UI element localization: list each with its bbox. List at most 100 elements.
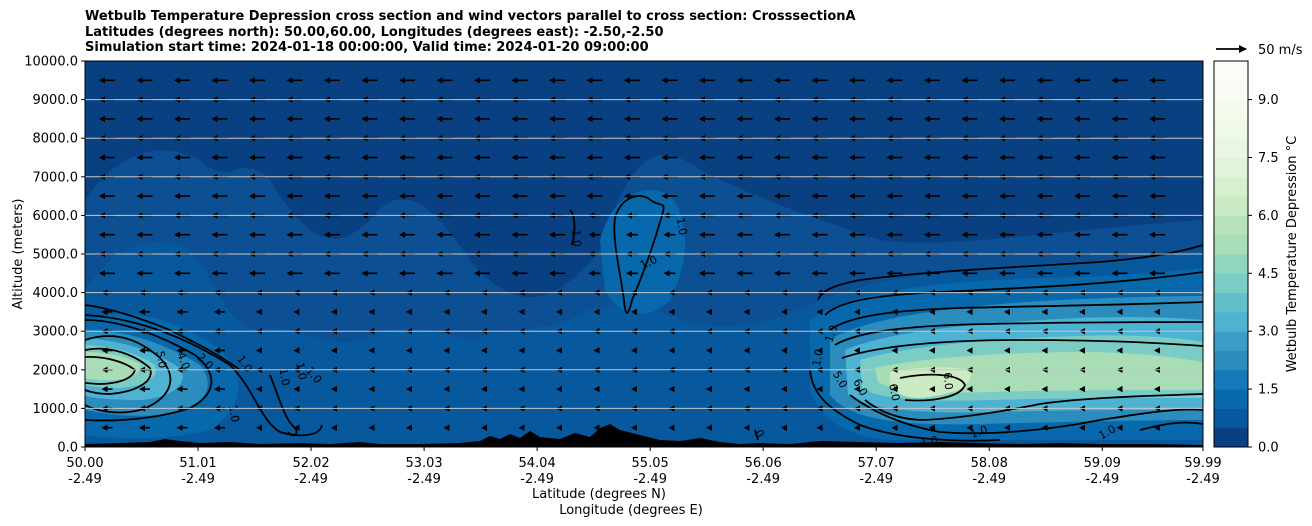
wind-arrow-icon bbox=[549, 115, 565, 123]
x-tick-label-lon: -2.49 bbox=[1085, 472, 1119, 487]
wind-arrow-icon bbox=[256, 443, 262, 447]
x-tick-label-lat: 56.06 bbox=[745, 456, 782, 471]
chart-title: Wetbulb Temperature Depression cross sec… bbox=[85, 9, 856, 56]
wind-arrow-icon bbox=[549, 192, 565, 200]
x-tick-label-lat: 51.01 bbox=[179, 456, 216, 471]
wind-arrow-icon bbox=[736, 115, 753, 123]
wind-arrow-icon bbox=[481, 347, 487, 354]
wind-arrow-icon bbox=[593, 308, 600, 316]
wind-arrow-icon bbox=[406, 385, 412, 393]
wind-arrow-icon bbox=[891, 385, 898, 393]
wind-arrow-icon bbox=[663, 231, 676, 238]
wind-arrow-icon bbox=[139, 308, 150, 316]
wind-arrow-icon bbox=[399, 115, 415, 123]
wind-arrow-icon bbox=[854, 308, 860, 316]
wind-arrow-icon bbox=[256, 424, 262, 431]
wind-arrow-icon bbox=[966, 443, 973, 447]
wind-arrow-icon bbox=[511, 270, 528, 277]
wind-arrow-icon bbox=[1004, 347, 1010, 354]
wind-arrow-icon bbox=[211, 270, 228, 277]
colorbar-swatch bbox=[1214, 427, 1248, 448]
wind-arrow-icon bbox=[929, 424, 935, 431]
colorbar-swatch bbox=[1214, 273, 1248, 294]
wind-arrow-icon bbox=[999, 270, 1015, 277]
wind-arrow-icon bbox=[854, 443, 860, 447]
wind-arrow-icon bbox=[1116, 308, 1123, 316]
colorbar-swatch bbox=[1214, 99, 1248, 120]
wind-arrow-icon bbox=[211, 115, 228, 123]
y-tick-label: 7000.0 bbox=[33, 170, 79, 185]
wind-arrow-icon bbox=[436, 270, 453, 277]
wind-arrow-icon bbox=[854, 385, 860, 393]
wind-arrow-icon bbox=[1004, 308, 1010, 316]
colorbar-tick-label: 9.0 bbox=[1258, 93, 1279, 108]
wind-arrow-icon bbox=[139, 385, 150, 393]
contour-line bbox=[817, 244, 1203, 301]
colorbar-swatch bbox=[1214, 234, 1248, 255]
wind-arrow-icon bbox=[1111, 154, 1128, 161]
wind-arrow-icon bbox=[668, 308, 675, 316]
colorbar-swatch bbox=[1214, 176, 1248, 197]
wind-arrow-icon bbox=[136, 115, 153, 123]
wind-arrow-icon bbox=[1036, 154, 1053, 161]
colorbar-swatch bbox=[1214, 215, 1248, 236]
wind-arrow-icon bbox=[174, 154, 190, 161]
y-tick-label: 2000.0 bbox=[33, 363, 79, 378]
wind-arrow-icon bbox=[1041, 424, 1048, 431]
wind-arrow-icon bbox=[816, 308, 823, 316]
wind-arrow-icon bbox=[214, 347, 225, 354]
wind-arrow-icon bbox=[1079, 443, 1085, 447]
wind-arrow-icon bbox=[999, 154, 1015, 161]
wind-arrow-icon bbox=[549, 231, 565, 238]
wind-arrow-icon bbox=[256, 385, 262, 393]
wind-arrow-icon bbox=[436, 231, 453, 238]
wind-arrow-icon bbox=[324, 154, 340, 161]
wind-arrow-icon bbox=[781, 443, 787, 447]
wind-arrow-icon bbox=[1041, 385, 1048, 393]
wind-arrow-icon bbox=[474, 115, 490, 123]
wind-arrow-icon bbox=[1036, 192, 1053, 200]
wind-arrow-icon bbox=[399, 154, 415, 161]
wind-arrow-icon bbox=[324, 231, 340, 238]
wind-arrow-icon bbox=[631, 443, 637, 447]
contour-line bbox=[841, 339, 1203, 359]
wind-arrow-icon bbox=[586, 154, 603, 161]
wind-arrow-icon bbox=[668, 347, 675, 354]
title-line-1: Wetbulb Temperature Depression cross sec… bbox=[85, 9, 856, 24]
wind-arrow-icon bbox=[668, 424, 675, 431]
wind-arrow-icon bbox=[368, 347, 375, 354]
wind-arrow-icon bbox=[174, 192, 190, 200]
wind-arrow-icon bbox=[1116, 385, 1123, 393]
colorbar-tick-label: 3.0 bbox=[1258, 325, 1279, 340]
wind-arrow-icon bbox=[886, 231, 903, 238]
y-axis-label: Altitude (meters) bbox=[11, 199, 26, 310]
wind-arrow-icon bbox=[99, 231, 115, 238]
wind-arrow-icon bbox=[1074, 154, 1090, 161]
wind-arrow-icon bbox=[1074, 77, 1090, 84]
wind-arrow-icon bbox=[549, 77, 565, 84]
wind-arrow-icon bbox=[474, 270, 490, 277]
wind-arrow-icon bbox=[811, 77, 828, 84]
wind-arrow-icon bbox=[891, 308, 898, 316]
wind-arrow-icon bbox=[631, 424, 637, 431]
x-tick-label-lat: 52.02 bbox=[292, 456, 329, 471]
contour-line bbox=[85, 335, 172, 414]
wind-arrow-icon bbox=[929, 385, 935, 393]
wind-arrow-icon bbox=[593, 385, 600, 393]
wind-arrow-icon bbox=[324, 192, 340, 200]
wind-arrow-icon bbox=[331, 443, 337, 447]
x-tick-label-lon: -2.49 bbox=[746, 472, 780, 487]
wind-arrow-icon bbox=[474, 77, 490, 84]
wind-arrow-icon bbox=[286, 77, 303, 84]
colorbar-swatch bbox=[1214, 292, 1248, 313]
wind-arrow-icon bbox=[136, 270, 153, 277]
y-tick-label: 6000.0 bbox=[33, 209, 79, 224]
wind-arrow-icon bbox=[518, 424, 525, 431]
wind-arrow-icon bbox=[474, 192, 490, 200]
x-tick-label-lat: 57.07 bbox=[858, 456, 895, 471]
wind-arrow-icon bbox=[436, 77, 453, 84]
wind-arrow-icon bbox=[966, 347, 973, 354]
wind-arrow-icon bbox=[743, 443, 750, 447]
wind-arrow-icon bbox=[286, 231, 303, 238]
wind-arrow-icon bbox=[211, 154, 228, 161]
